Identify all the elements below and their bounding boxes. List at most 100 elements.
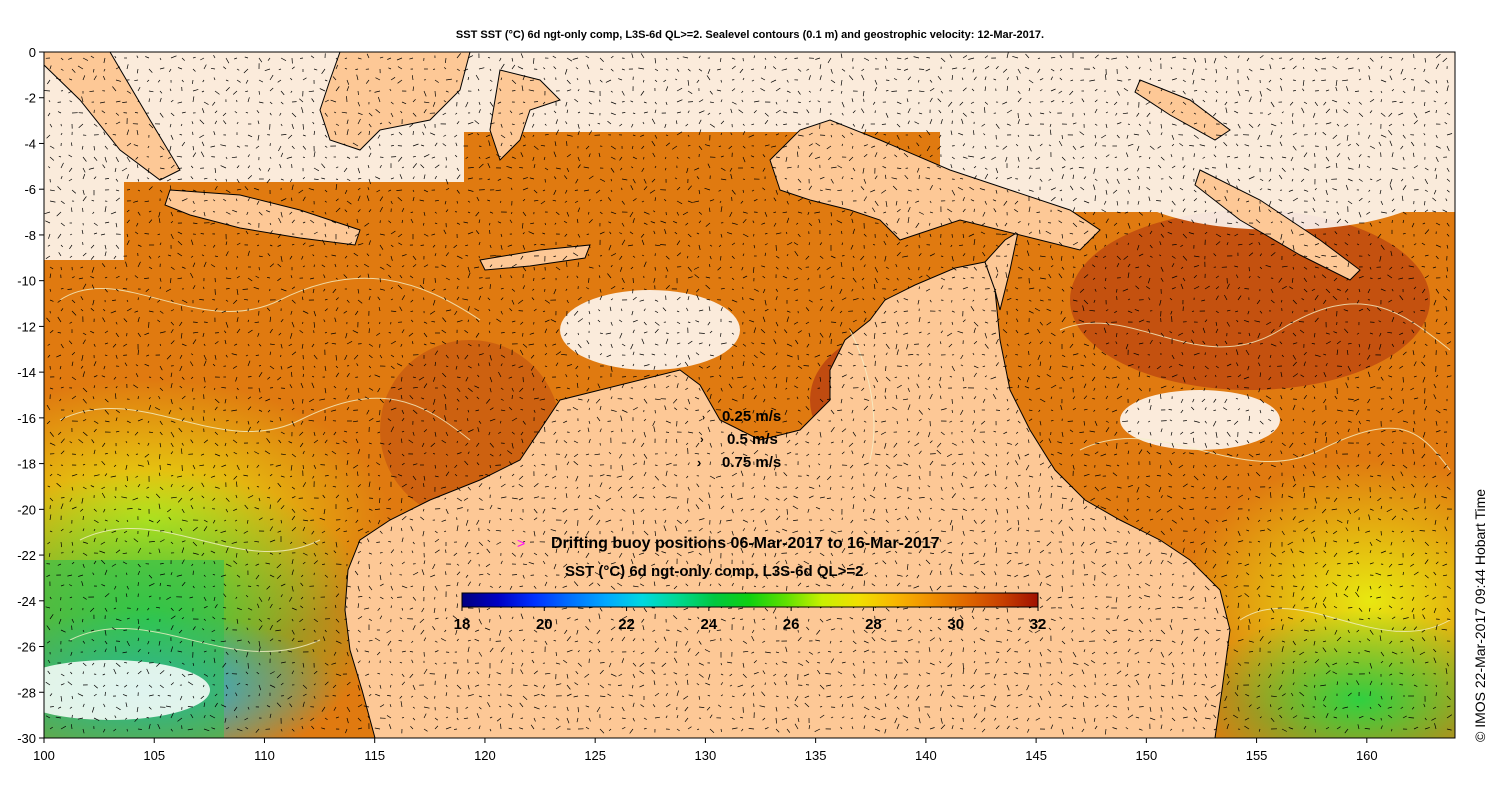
velocity-arrow <box>993 208 997 213</box>
velocity-arrow <box>803 365 810 367</box>
velocity-arrow <box>1223 142 1228 147</box>
velocity-arrow <box>1048 144 1052 147</box>
velocity-arrow <box>313 178 319 180</box>
velocity-arrow <box>324 112 328 117</box>
velocity-arrow <box>157 255 161 258</box>
velocity-arrow <box>1002 68 1008 73</box>
velocity-arrow <box>916 142 920 147</box>
velocity-arrow <box>104 244 107 250</box>
velocity-arrow <box>335 86 340 92</box>
velocity-arrow <box>280 198 287 202</box>
velocity-arrow <box>775 87 781 92</box>
velocity-arrow <box>203 177 208 180</box>
velocity-arrow <box>907 206 911 213</box>
velocity-arrow <box>1380 200 1384 206</box>
velocity-arrow <box>544 167 549 171</box>
velocity-arrow <box>1213 211 1217 214</box>
velocity-arrow <box>720 120 725 125</box>
velocity-arrow <box>1002 101 1008 105</box>
velocity-arrow <box>1136 145 1140 152</box>
velocity-arrow <box>741 99 744 103</box>
velocity-arrow <box>544 426 546 433</box>
velocity-arrow <box>412 155 416 158</box>
velocity-arrow <box>564 233 568 237</box>
velocity-arrow <box>1389 185 1393 191</box>
velocity-arrow <box>1215 134 1222 136</box>
velocity-arrow <box>686 255 689 259</box>
velocity-arrow <box>1039 453 1041 458</box>
velocity-arrow <box>660 244 667 246</box>
velocity-arrow <box>1446 145 1450 152</box>
velocity-arrow <box>751 123 755 126</box>
velocity-arrow <box>499 57 502 62</box>
velocity-arrow <box>1159 57 1162 61</box>
velocity-arrow <box>167 254 172 257</box>
velocity-arrow <box>929 233 932 238</box>
velocity-arrow <box>1280 220 1283 224</box>
velocity-arrow <box>1335 79 1338 86</box>
velocity-arrow <box>1002 145 1008 150</box>
velocity-arrow <box>1444 122 1448 125</box>
velocity-arrow <box>335 57 339 61</box>
velocity-arrow <box>1158 101 1162 104</box>
velocity-arrow <box>1204 209 1207 213</box>
velocity-arrow <box>377 96 381 103</box>
velocity-arrow <box>177 167 183 170</box>
velocity-arrow <box>903 153 909 158</box>
velocity-arrow <box>992 199 997 202</box>
velocity-arrow <box>379 56 384 59</box>
velocity-arrow <box>962 87 967 92</box>
geostrophic-velocity-arrows <box>44 52 1453 735</box>
velocity-arrow <box>1072 241 1078 246</box>
velocity-arrow <box>335 123 339 126</box>
velocity-arrow <box>893 78 898 81</box>
velocity-arrow <box>489 321 491 325</box>
velocity-arrow <box>456 167 460 171</box>
velocity-arrow <box>225 156 228 160</box>
velocity-arrow <box>1123 255 1129 260</box>
velocity-arrow <box>126 209 130 213</box>
velocity-arrow <box>577 123 580 129</box>
velocity-arrow <box>1050 76 1053 81</box>
velocity-arrow <box>253 187 260 191</box>
velocity-arrow <box>554 141 557 147</box>
velocity-arrow <box>60 200 65 204</box>
velocity-arrow <box>1446 244 1449 249</box>
velocity-arrow <box>753 198 758 202</box>
velocity-arrow <box>148 123 154 129</box>
velocity-arrow <box>1078 167 1085 169</box>
velocity-arrow <box>1116 122 1122 125</box>
velocity-arrow <box>181 141 186 147</box>
velocity-arrow <box>671 145 678 150</box>
velocity-arrow <box>324 156 328 159</box>
velocity-arrow <box>907 90 912 92</box>
velocity-arrow <box>786 90 791 93</box>
velocity-arrow <box>1214 145 1217 149</box>
velocity-arrow <box>653 230 656 235</box>
velocity-arrow <box>396 189 403 191</box>
velocity-arrow <box>1149 145 1155 150</box>
velocity-arrow <box>301 107 304 114</box>
velocity-arrow <box>830 166 837 169</box>
velocity-arrow <box>962 55 968 59</box>
velocity-arrow <box>1188 232 1195 235</box>
velocity-arrow <box>993 78 997 81</box>
velocity-arrow <box>968 233 975 237</box>
velocity-arrow <box>269 263 275 268</box>
velocity-arrow <box>1368 66 1371 70</box>
velocity-arrow <box>631 145 634 150</box>
velocity-arrow <box>1248 242 1253 246</box>
velocity-arrow <box>1136 112 1140 117</box>
velocity-arrow <box>971 221 975 224</box>
velocity-arrow <box>687 233 692 238</box>
velocity-arrow <box>1138 79 1141 82</box>
velocity-arrow <box>819 340 821 345</box>
velocity-arrow <box>1300 178 1305 182</box>
velocity-arrow <box>1303 152 1308 158</box>
velocity-arrow <box>475 74 480 81</box>
velocity-arrow <box>1366 165 1371 169</box>
velocity-arrow <box>1435 156 1439 163</box>
velocity-arrow <box>929 185 933 191</box>
velocity-arrow <box>984 86 987 92</box>
velocity-arrow <box>543 77 546 81</box>
